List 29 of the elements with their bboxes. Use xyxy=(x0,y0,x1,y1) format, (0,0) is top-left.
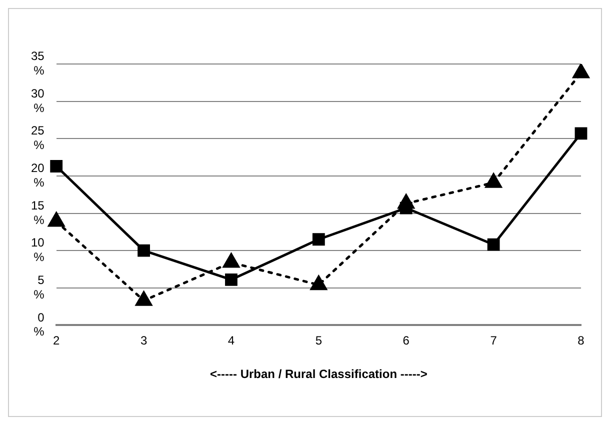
y-tick-label: 20 % xyxy=(30,161,45,190)
point xyxy=(312,233,325,246)
y-tick-label: 30 % xyxy=(30,86,45,115)
y-tick-label: 35 % xyxy=(30,49,45,78)
x-tick-label: 8 xyxy=(578,334,585,348)
y-tick-label: 15 % xyxy=(30,198,45,227)
point xyxy=(398,194,414,209)
x-tick-label: 7 xyxy=(490,334,498,348)
point xyxy=(225,273,238,286)
point xyxy=(50,160,63,172)
x-tick-label: 2 xyxy=(53,334,60,348)
y-tick-label: 0 % xyxy=(34,310,45,339)
y-tick-label: 10 % xyxy=(30,236,45,264)
point xyxy=(574,127,588,140)
point xyxy=(223,253,240,268)
point xyxy=(138,244,150,257)
point xyxy=(310,276,327,290)
x-axis-title: <----- Urban / Rural Classification -----> xyxy=(210,367,428,382)
point xyxy=(572,64,590,78)
point xyxy=(485,173,502,188)
x-tick-label: 5 xyxy=(315,334,322,348)
y-tick-label: 5 % xyxy=(34,273,45,302)
point xyxy=(48,212,65,227)
point xyxy=(136,291,152,306)
x-tick-label: 4 xyxy=(228,334,235,348)
x-tick-label: 3 xyxy=(140,334,148,348)
x-tick-label: 6 xyxy=(402,334,410,348)
point xyxy=(487,238,500,251)
y-tick-label: 25 % xyxy=(30,124,45,152)
